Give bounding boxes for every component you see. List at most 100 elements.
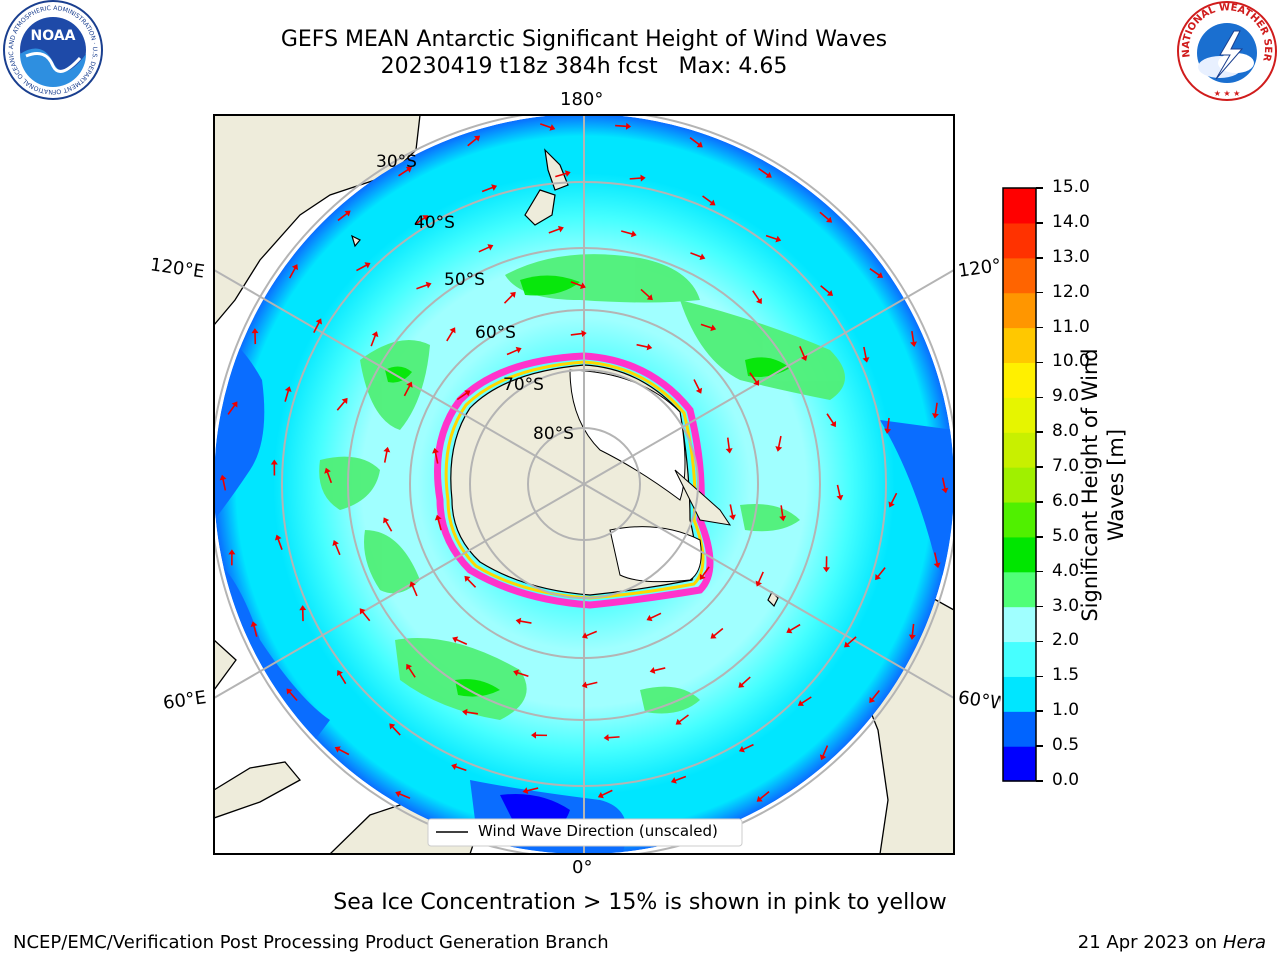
- wave-direction-arrow: [710, 627, 724, 639]
- lat-label-40s: 40°S: [414, 213, 455, 233]
- colorbar-tick-label: 0.5: [1052, 735, 1080, 756]
- colorbar-segment: [1003, 536, 1036, 573]
- colorbar-tick-mark: [1036, 326, 1043, 329]
- colorbar-segment: [1003, 188, 1036, 224]
- wave-direction-arrow: [775, 435, 783, 452]
- colorbar-tick-label: 7.0: [1052, 456, 1080, 477]
- wave-direction-arrow: [629, 174, 646, 182]
- wave-direction-arrow: [288, 264, 298, 279]
- wave-direction-arrow: [503, 291, 516, 304]
- wave-direction-arrow: [250, 621, 258, 637]
- lon-label-0: 0°: [572, 857, 593, 878]
- wave-direction-arrow: [383, 446, 391, 463]
- wave-direction-arrow: [797, 696, 812, 706]
- wave-direction-arrow: [822, 556, 830, 573]
- colorbar-tick-mark: [1036, 570, 1043, 573]
- wave-direction-arrow: [581, 681, 598, 689]
- wave-direction-arrow: [332, 540, 341, 556]
- wave-direction-arrow: [434, 514, 442, 531]
- wave-direction-arrow: [819, 211, 833, 223]
- wave-direction-arrow: [356, 262, 371, 272]
- wave-direction-arrow: [765, 234, 782, 243]
- wave-direction-arrow: [403, 381, 413, 397]
- colorbar-tick-mark: [1036, 187, 1043, 189]
- wave-direction-arrow: [597, 789, 613, 799]
- wave-direction-arrow: [932, 402, 939, 419]
- wave-direction-arrow: [467, 135, 481, 147]
- wave-direction-arrow: [432, 447, 439, 464]
- colorbar-tick-label: 15.0: [1052, 177, 1090, 197]
- colorbar-tick-label: 10.0: [1052, 351, 1090, 372]
- wave-direction-arrow: [933, 552, 941, 569]
- antarctica: [450, 364, 732, 596]
- wave-direction-arrow: [941, 477, 949, 494]
- wave-direction-arrow: [646, 612, 662, 622]
- colorbar-segment: [1003, 676, 1036, 712]
- wave-direction-arrow: [336, 397, 348, 411]
- wave-direction-arrow: [478, 244, 494, 253]
- wave-direction-arrow: [334, 746, 350, 756]
- wave-direction-arrow: [862, 346, 870, 363]
- wave-direction-arrow: [875, 567, 886, 581]
- wave-direction-arrow: [464, 575, 477, 588]
- wave-direction-arrow: [555, 170, 571, 178]
- wave-direction-arrow: [416, 281, 432, 290]
- noaa-logo-text: NOAA: [31, 28, 76, 44]
- colorbar-segment: [1003, 641, 1036, 677]
- colorbar-segment: [1003, 467, 1036, 503]
- colorbar-tick-label: 1.5: [1052, 665, 1080, 686]
- noaa-logo: NATIONAL OCEANIC AND ATMOSPHERIC ADMINIS…: [2, 0, 103, 100]
- wave-direction-arrow: [531, 731, 548, 739]
- wave-direction-arrow: [799, 346, 808, 362]
- wave-direction-arrow: [738, 676, 751, 688]
- lat-label-60s: 60°S: [475, 323, 516, 343]
- wave-direction-arrow: [284, 386, 292, 402]
- wave-direction-arrow: [729, 504, 736, 521]
- wave-direction-arrow: [826, 413, 837, 428]
- footer-date: 21 Apr 2023 on Hera: [1078, 932, 1266, 953]
- wave-direction-arrow: [539, 123, 556, 131]
- arrow-legend-label: Wind Wave Direction (unscaled): [478, 822, 718, 840]
- wave-direction-arrow: [908, 623, 916, 640]
- wave-direction-arrow: [910, 331, 918, 347]
- wave-direction-arrow: [755, 571, 764, 587]
- wave-direction-arrow: [786, 623, 801, 634]
- wave-direction-arrow: [359, 608, 371, 622]
- wave-direction-arrow: [548, 225, 564, 234]
- wave-direction-arrow: [446, 327, 456, 342]
- wave-direction-arrow: [324, 467, 333, 484]
- wave-direction-arrow: [398, 166, 412, 177]
- colorbar-tick-label: 2.0: [1052, 630, 1080, 651]
- map-panel: [214, 115, 954, 854]
- wave-direction-arrow: [299, 605, 307, 622]
- wave-direction-arrow: [649, 667, 666, 674]
- footer-org: NCEP/EMC/Verification Post Processing Pr…: [13, 932, 609, 953]
- colorbar-tick-label: 4.0: [1052, 560, 1080, 581]
- wave-direction-arrow: [620, 230, 637, 238]
- map-frame: [213, 114, 955, 855]
- wave-direction-arrow: [884, 417, 892, 434]
- colorbar-segment: [1003, 362, 1036, 398]
- sea-ice-edge: [434, 352, 714, 609]
- colorbar-tick-label: 1.0: [1052, 700, 1080, 721]
- colorbar-segment: [1003, 222, 1036, 259]
- wave-direction-arrow: [251, 328, 259, 345]
- colorbar-tick-mark: [1036, 675, 1043, 678]
- wave-direction-arrow: [313, 318, 322, 333]
- wave-direction-arrow: [749, 372, 760, 386]
- wave-direction-arrow: [615, 122, 632, 130]
- wave-direction-arrow: [689, 137, 703, 148]
- wave-direction-arrow: [515, 617, 532, 625]
- wave-direction-arrow: [219, 474, 227, 491]
- colorbar-label-line1: Significant Height of Wind: [1078, 348, 1102, 622]
- wave-direction-arrow: [690, 252, 706, 261]
- wave-direction-arrow: [779, 505, 787, 522]
- colorbar-tick-mark: [1036, 640, 1043, 643]
- colorbar-segment: [1003, 501, 1036, 538]
- arrow-legend: [427, 818, 743, 847]
- wave-direction-arrow: [389, 723, 401, 736]
- colorbar-tick-mark: [1036, 396, 1043, 399]
- footer-date-text: 21 Apr 2023 on: [1077, 932, 1223, 953]
- new-zealand: [351, 148, 779, 608]
